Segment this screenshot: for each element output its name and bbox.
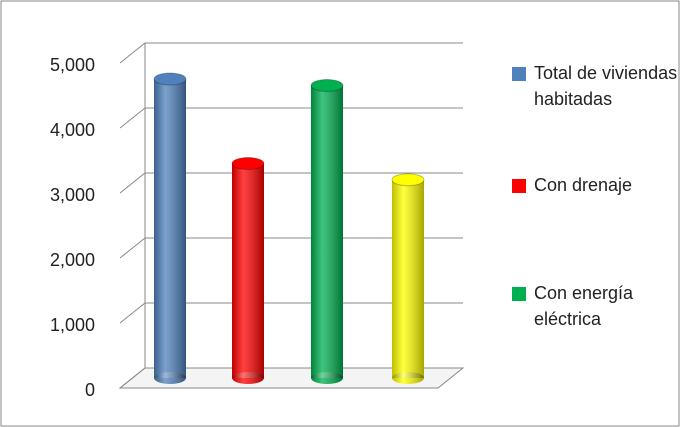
legend-swatch xyxy=(512,287,526,301)
bar-bottom-shade xyxy=(392,372,424,384)
y-tick-label: 5,000 xyxy=(50,55,95,75)
y-tick-label: 4,000 xyxy=(50,120,95,140)
bar-top xyxy=(391,173,425,187)
grid-line xyxy=(119,172,463,194)
bar-shade xyxy=(232,163,264,378)
legend-entry: Con energía eléctrica xyxy=(512,280,680,332)
bar-shade xyxy=(392,179,424,378)
bar-top xyxy=(310,79,344,92)
bar-top xyxy=(153,72,187,86)
legend-label: Con drenaje xyxy=(534,175,633,195)
bar xyxy=(153,72,187,384)
legend-swatch xyxy=(512,179,526,193)
bar xyxy=(231,157,265,384)
legend-entry: Con drenaje xyxy=(512,172,680,198)
bar-shade xyxy=(311,85,343,378)
legend-swatch xyxy=(512,67,526,81)
legend-label: Con energía eléctrica xyxy=(534,283,634,329)
grid-line xyxy=(119,367,463,389)
bar-bottom-shade xyxy=(232,372,264,384)
grid-line xyxy=(119,42,463,64)
grid-line xyxy=(119,107,463,129)
grid-line xyxy=(119,302,463,324)
bar-top xyxy=(231,157,265,170)
y-tick-label: 3,000 xyxy=(50,185,95,205)
y-tick-label: 0 xyxy=(85,380,95,400)
bar-bottom-shade xyxy=(154,372,186,384)
bar xyxy=(391,173,425,384)
y-tick-label: 1,000 xyxy=(50,315,95,335)
grid-line xyxy=(119,237,463,259)
bar-shade xyxy=(154,79,186,378)
bar xyxy=(310,79,344,384)
y-tick-label: 2,000 xyxy=(50,250,95,270)
legend-entry: Total de viviendas habitadas xyxy=(512,60,680,112)
legend-label: Total de viviendas habitadas xyxy=(534,63,678,109)
bar-bottom-shade xyxy=(311,372,343,384)
